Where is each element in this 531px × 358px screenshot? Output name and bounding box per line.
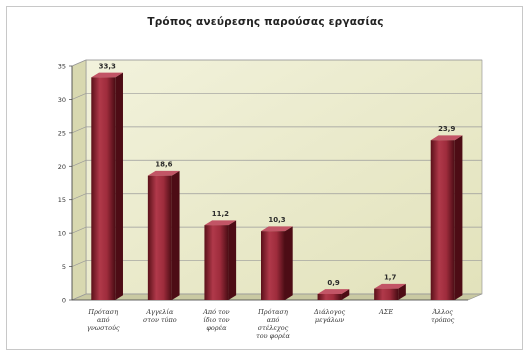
data-label: 10,3	[268, 216, 285, 224]
chart-title: Τρόπος ανεύρεσης παρούσας εργασίας	[147, 16, 384, 28]
bar	[261, 231, 285, 300]
bar-top	[261, 226, 293, 232]
data-label: 23,9	[438, 125, 455, 133]
bar	[91, 77, 116, 300]
data-label: 18,6	[155, 161, 172, 169]
y-tick-label: 35	[58, 63, 66, 71]
x-tick-label: Πρόταση από στέλεχος του φορέα	[256, 308, 290, 340]
x-tick-label: Άλλος τρόπος	[431, 308, 455, 324]
data-label: 33,3	[99, 62, 116, 70]
x-tick-label: Πρόταση από γνωστούς	[87, 308, 120, 332]
bar	[317, 293, 342, 300]
y-tick-label: 20	[58, 163, 66, 171]
bar-side	[341, 289, 350, 300]
gridline-side	[71, 93, 87, 100]
bar-top	[317, 289, 350, 294]
gridline-side	[71, 193, 87, 201]
gridline-side	[71, 226, 87, 234]
bar	[430, 140, 455, 300]
x-tick-label: ΑΣΕ	[378, 308, 393, 316]
x-tick-label: Διάλογος μεγάλων	[313, 308, 345, 324]
bar	[374, 288, 399, 300]
gridline-side	[71, 293, 87, 301]
x-tick-label: Αγγελία στον τύπο	[143, 307, 177, 324]
bar	[204, 225, 229, 300]
bar-top	[204, 220, 237, 226]
plot-side-wall	[71, 59, 87, 301]
y-tick-label: 0	[62, 297, 66, 305]
y-tick-label: 15	[58, 196, 66, 204]
gridline-side	[71, 159, 87, 167]
bar-top	[374, 283, 406, 289]
y-tick-label: 25	[58, 129, 66, 137]
y-tick-label: 30	[58, 96, 66, 104]
gridline-side	[71, 126, 87, 134]
bar-side	[454, 135, 463, 300]
y-tick-label: 10	[58, 230, 66, 238]
x-tick-label: Από τον ίδιο τον φορέα	[202, 308, 229, 332]
gridline-side	[71, 59, 87, 67]
bar-side	[285, 226, 293, 300]
bar-side	[115, 72, 123, 301]
y-tick-label: 5	[62, 263, 66, 271]
data-label: 11,2	[212, 210, 229, 218]
bar-top	[430, 135, 463, 141]
gridline-side	[71, 260, 87, 267]
data-label: 1,7	[384, 274, 397, 282]
bar-side	[398, 283, 406, 300]
bar-top	[91, 72, 123, 78]
bar-top	[147, 170, 180, 176]
bar-side	[228, 220, 237, 300]
bar	[147, 175, 172, 300]
bar-side	[171, 170, 180, 300]
data-label: 0,9	[327, 279, 340, 287]
